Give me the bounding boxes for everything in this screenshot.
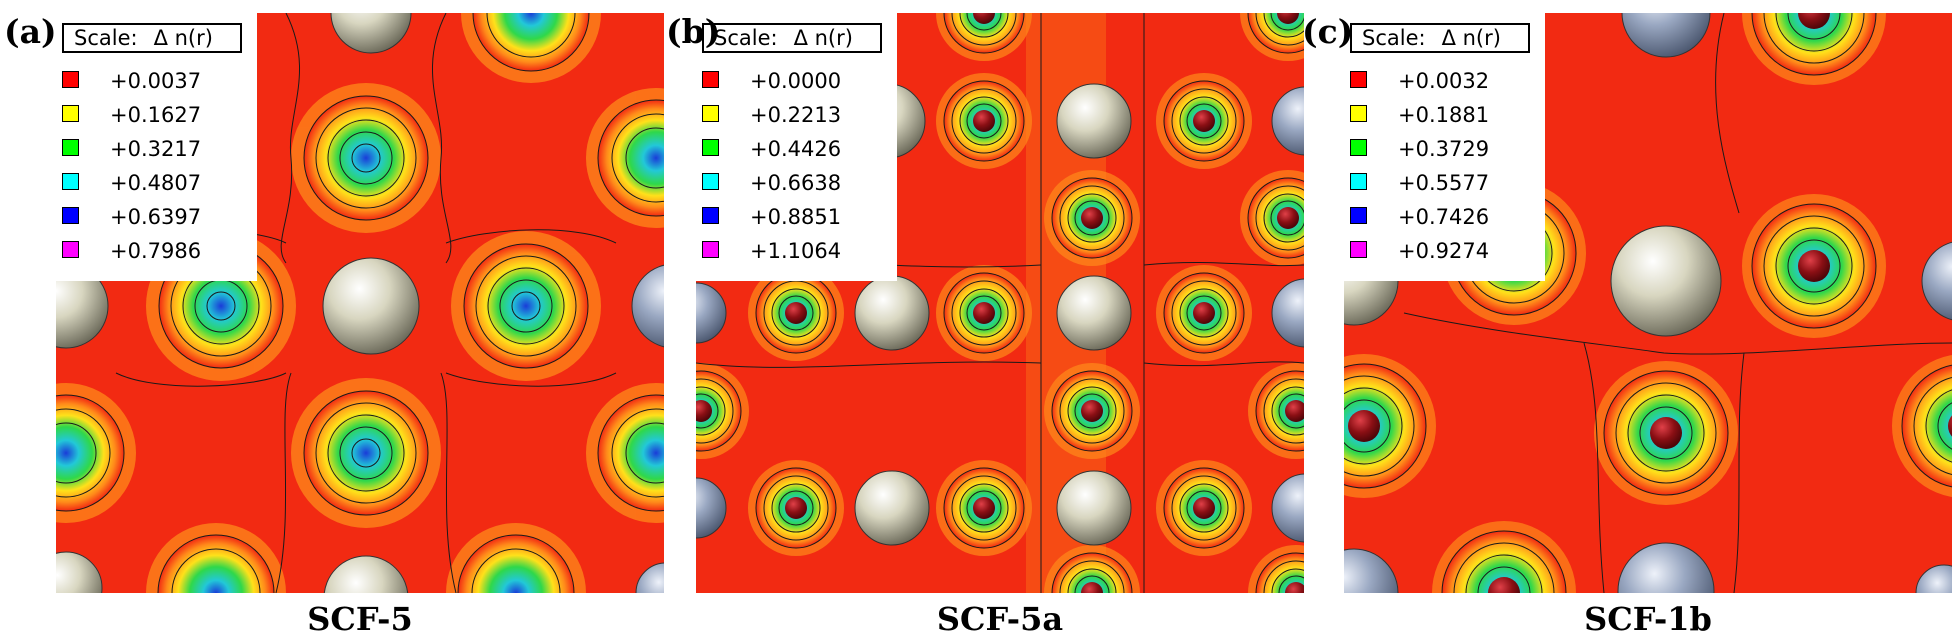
scale-title-box: Scale: Δ n(r)	[702, 23, 882, 53]
legend-value: +0.3729	[1398, 137, 1490, 161]
legend-value: +0.5577	[1398, 171, 1490, 195]
legend-swatch	[1350, 139, 1367, 156]
scale-title-box: Scale: Δ n(r)	[62, 23, 242, 53]
scale-symbol: Δ n(r)	[153, 26, 213, 50]
scale-title-box: Scale: Δ n(r)	[1350, 23, 1530, 53]
scale-title: Scale:	[1362, 26, 1426, 50]
legend-value: +0.0037	[110, 69, 202, 93]
panel-caption-a: SCF-5	[307, 600, 413, 638]
legend-value: +0.6638	[750, 171, 842, 195]
panel-caption-b: SCF-5a	[936, 600, 1064, 638]
scale-symbol: Δ n(r)	[1441, 26, 1501, 50]
legend-swatch	[702, 71, 719, 88]
legend-swatch	[62, 241, 79, 258]
legend-value: +0.7426	[1398, 205, 1490, 229]
legend-swatch	[702, 139, 719, 156]
legend-value: +0.1881	[1398, 103, 1490, 127]
legend-swatch	[702, 105, 719, 122]
legend-swatch	[62, 71, 79, 88]
legend-value: +0.0032	[1398, 69, 1490, 93]
legend-swatch	[62, 105, 79, 122]
legend-swatch	[1350, 173, 1367, 190]
legend-b: Scale: Δ n(r) +0.0000 +0.2213 +0.4426 +0.…	[692, 13, 897, 281]
legend-value: +0.7986	[110, 239, 202, 263]
legend-value: +0.2213	[750, 103, 842, 127]
legend-a: Scale: Δ n(r) +0.0037 +0.1627 +0.3217 +0.…	[52, 13, 257, 281]
panel-label-c: (c)	[1302, 12, 1354, 51]
legend-value: +0.1627	[110, 103, 202, 127]
legend-swatch	[62, 139, 79, 156]
legend-value: +0.3217	[110, 137, 202, 161]
legend-value: +0.0000	[750, 69, 842, 93]
legend-swatch	[1350, 207, 1367, 224]
legend-value: +0.4807	[110, 171, 202, 195]
legend-swatch	[702, 241, 719, 258]
legend-swatch	[1350, 241, 1367, 258]
legend-swatch	[702, 173, 719, 190]
legend-c: Scale: Δ n(r) +0.0032 +0.1881 +0.3729 +0.…	[1340, 13, 1545, 281]
legend-value: +0.8851	[750, 205, 842, 229]
legend-value: +0.6397	[110, 205, 202, 229]
legend-swatch	[702, 207, 719, 224]
legend-swatch	[62, 207, 79, 224]
legend-swatch	[62, 173, 79, 190]
density-map-b	[696, 13, 1304, 593]
panel-label-b: (b)	[666, 12, 721, 51]
panel-label-a: (a)	[4, 12, 57, 51]
legend-swatch	[1350, 105, 1367, 122]
scale-title: Scale:	[74, 26, 138, 50]
legend-value: +0.4426	[750, 137, 842, 161]
scale-symbol: Δ n(r)	[793, 26, 853, 50]
legend-swatch	[1350, 71, 1367, 88]
panel-caption-c: SCF-1b	[1584, 600, 1712, 638]
legend-value: +0.9274	[1398, 239, 1490, 263]
density-svg-b	[696, 13, 1304, 593]
legend-value: +1.1064	[750, 239, 842, 263]
scale-title: Scale:	[714, 26, 778, 50]
